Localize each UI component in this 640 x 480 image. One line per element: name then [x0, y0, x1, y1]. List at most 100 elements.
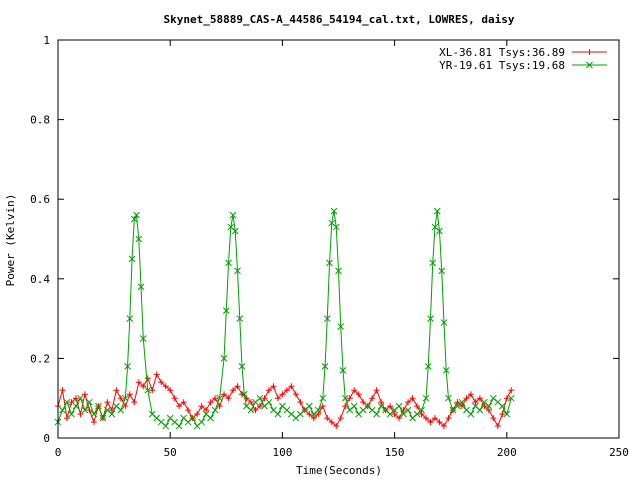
data-point [72, 402, 80, 410]
data-point [128, 255, 136, 263]
data-point [86, 407, 93, 414]
data-point [59, 406, 66, 414]
data-point [130, 215, 138, 223]
x-tick-label: 250 [609, 446, 629, 459]
data-point [436, 419, 443, 426]
data-point [140, 383, 147, 390]
data-point [323, 315, 331, 322]
data-point [126, 391, 133, 398]
data-point [247, 406, 255, 414]
data-point [324, 415, 331, 422]
data-point [418, 406, 425, 414]
data-point [90, 419, 97, 426]
series-line [57, 373, 512, 428]
data-point [373, 410, 381, 418]
data-point [189, 414, 196, 422]
data-point [222, 307, 230, 314]
data-point [404, 406, 412, 414]
data-point [149, 387, 156, 394]
data-point [355, 391, 362, 398]
data-point [351, 387, 358, 394]
data-point [90, 410, 98, 418]
data-point [507, 394, 515, 402]
data-point [423, 415, 430, 422]
data-point [252, 407, 259, 414]
data-point [485, 407, 492, 414]
data-point [230, 387, 237, 394]
data-point [231, 227, 239, 235]
data-point [360, 399, 367, 406]
data-point [378, 399, 385, 406]
x-tick-label: 50 [164, 446, 177, 459]
data-point [139, 335, 147, 342]
data-point [297, 399, 304, 406]
data-point [221, 391, 228, 398]
data-point [211, 406, 219, 414]
data-point [503, 395, 510, 402]
data-point [176, 403, 183, 410]
data-point [63, 415, 70, 422]
data-point [274, 410, 282, 418]
plot-area [54, 207, 515, 430]
data-point [77, 411, 84, 418]
data-point [429, 259, 437, 267]
data-point [467, 391, 474, 398]
series-2 [54, 207, 515, 430]
data-point [207, 414, 214, 422]
data-point [261, 395, 268, 402]
data-point [167, 387, 174, 394]
data-point [198, 418, 205, 426]
data-point [369, 395, 376, 402]
data-point [341, 394, 349, 402]
data-point [72, 395, 79, 402]
y-tick-label: 0.6 [30, 193, 50, 206]
data-point [99, 414, 107, 422]
data-point [283, 387, 290, 394]
data-point [234, 383, 241, 390]
data-point [162, 383, 169, 390]
data-point [305, 402, 313, 410]
data-point [104, 399, 111, 406]
data-point [81, 406, 89, 414]
data-point [68, 410, 75, 418]
data-point [422, 394, 430, 402]
data-point [288, 383, 295, 390]
data-point [405, 399, 412, 406]
axis-ticks: 0 50 100 150 200 250 0 0.2 0.4 0.6 0.8 1 [30, 34, 629, 459]
data-point [108, 410, 116, 418]
data-point [321, 363, 329, 370]
data-point [476, 395, 483, 402]
plot-border [57, 39, 620, 439]
y-tick-label: 0 [43, 432, 50, 445]
data-point [508, 387, 515, 394]
data-point [409, 395, 416, 402]
data-point [350, 402, 358, 410]
data-point [265, 387, 272, 394]
data-point [225, 259, 232, 267]
data-point [198, 403, 205, 410]
data-point [81, 391, 88, 398]
data-point [306, 411, 313, 418]
data-point [203, 407, 210, 414]
data-point [229, 211, 237, 219]
data-point [270, 383, 277, 390]
data-point [494, 423, 501, 430]
data-point [292, 391, 299, 398]
data-point [314, 406, 322, 414]
data-point [373, 387, 380, 394]
data-point [490, 415, 497, 422]
data-point [256, 394, 264, 402]
data-point [445, 415, 452, 422]
data-point [498, 402, 506, 410]
data-point [467, 410, 475, 418]
y-tick-label: 0.4 [30, 273, 50, 286]
data-point [265, 398, 273, 406]
data-point [124, 363, 131, 370]
data-point [330, 207, 338, 215]
data-point [137, 283, 145, 291]
y-tick-label: 1 [43, 34, 50, 47]
data-point [256, 403, 263, 410]
data-point [236, 315, 244, 322]
x-tick-label: 0 [55, 446, 62, 459]
data-point [458, 398, 466, 406]
